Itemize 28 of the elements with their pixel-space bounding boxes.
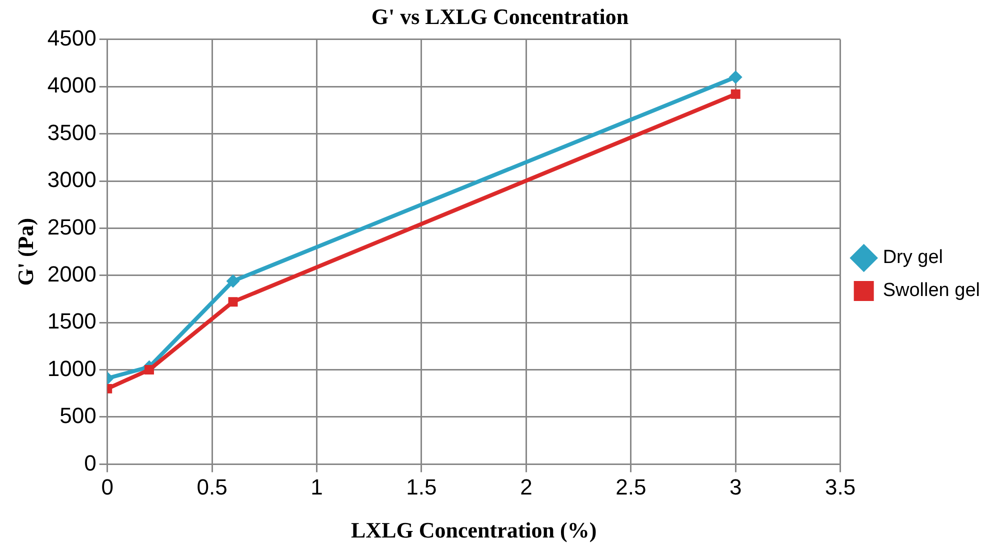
y-tick-label: 4500 [47,25,96,50]
point [144,365,154,375]
point [730,89,740,99]
y-tick-label: 3500 [47,120,96,145]
y-tick-label: 0 [84,450,96,476]
y-tick-label: 3000 [47,167,96,192]
y-tick-label: 1500 [47,308,96,334]
y-axis-title: G' (Pa) [12,218,38,286]
x-tick-label: 0.5 [196,474,228,500]
y-tick-label: 4000 [47,72,96,98]
y-tick-label: 2000 [47,261,96,286]
legend-label: Dry gel [882,247,944,268]
y-tick-label: 2500 [47,214,96,240]
y-tick-label: 1000 [47,356,96,381]
chart-title: G' vs LXLG Concentration [371,4,629,29]
x-tick-label: 1.5 [406,474,437,500]
point [226,274,240,288]
x-tick-label: 1 [310,474,323,500]
x-tick-label: 0 [101,474,114,500]
x-tick-label: 2.5 [616,474,646,500]
point [729,70,742,84]
x-axis-title: LXLG Concentration (%) [351,517,597,542]
x-tick-label: 3.5 [825,474,856,500]
y-tick-label: 500 [60,403,96,428]
x-tick-label: 3 [729,474,742,500]
point [228,297,238,307]
x-tick-label: 2 [520,474,532,500]
legend-label: Swollen gel [882,280,980,302]
